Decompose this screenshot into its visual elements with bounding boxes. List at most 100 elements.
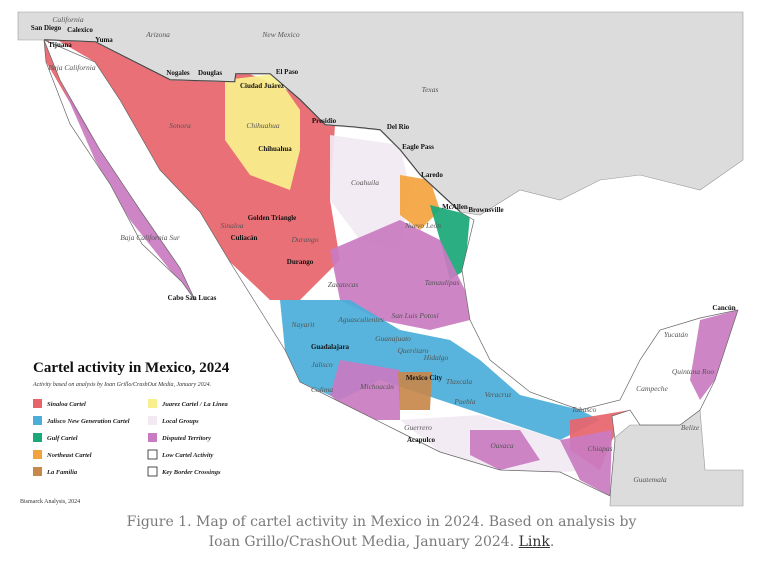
place-label: Aguascalientes — [337, 315, 383, 324]
place-label: Douglas — [198, 69, 222, 77]
place-label: Acapulco — [407, 436, 436, 444]
place-label: Baja California — [48, 63, 96, 72]
legend-label: Jalisco New Generation Cartel — [46, 418, 130, 425]
place-label: Chihuahua — [246, 121, 280, 130]
place-labels: California Arizona New Mexico Texas San Dieg… — [31, 15, 736, 484]
place-label: Culiacán — [231, 234, 258, 242]
place-label: Hidalgo — [423, 353, 449, 362]
place-label: Chihuahua — [258, 145, 292, 153]
place-label: Veracruz — [485, 390, 512, 399]
place-label: Guatemala — [633, 475, 667, 484]
place-label: Durango — [287, 258, 314, 266]
place-label: California — [52, 15, 84, 24]
place-label: Yuma — [95, 36, 113, 44]
region — [560, 430, 612, 496]
place-label: New Mexico — [261, 30, 300, 39]
legend-swatch — [148, 433, 157, 442]
place-label: McAllen — [442, 203, 468, 211]
place-label: Tlaxcala — [446, 377, 472, 386]
place-label: Ciudad Juárez — [240, 82, 284, 90]
place-label: Arizona — [145, 30, 170, 39]
place-label: Belize — [681, 423, 700, 432]
legend-label: Local Groups — [161, 418, 199, 425]
place-label: Calexico — [67, 26, 93, 34]
legend-label: Gulf Cartel — [47, 435, 78, 442]
place-label: Del Rio — [387, 123, 410, 131]
region — [330, 360, 400, 420]
map-subtitle: Activity based on analysis by Ioan Grill… — [32, 381, 211, 388]
legend: Sinaloa Cartel Jalisco New Generation Car… — [33, 399, 228, 477]
place-label: Nuevo León — [404, 221, 441, 230]
place-label: Guanajuato — [375, 334, 411, 343]
legend-swatch — [33, 433, 42, 442]
coastline — [43, 39, 739, 497]
place-label: San Diego — [31, 24, 62, 32]
region — [280, 300, 600, 440]
place-label: Eagle Pass — [402, 143, 434, 151]
legend-swatch — [33, 416, 42, 425]
region — [400, 175, 440, 230]
place-label: Laredo — [421, 171, 443, 179]
legend-label: Juarez Cartel / La Linea — [161, 401, 228, 408]
place-label: Presidio — [312, 117, 337, 125]
place-label: Sinaloa — [221, 221, 244, 230]
place-label: Campeche — [636, 384, 668, 393]
legend-swatch — [148, 416, 157, 425]
place-label: Texas — [422, 85, 439, 94]
place-label: El Paso — [276, 68, 299, 76]
place-label: Guadalajara — [311, 343, 350, 351]
legend-swatch — [33, 467, 42, 476]
place-label: Sonora — [169, 121, 191, 130]
map: California Arizona New Mexico Texas San Dieg… — [17, 11, 744, 507]
legend-label: Key Border Crossings — [161, 469, 221, 476]
region — [330, 135, 410, 250]
legend-label: Disputed Territory — [161, 435, 211, 442]
legend-label: Sinaloa Cartel — [47, 401, 86, 408]
region — [398, 372, 432, 410]
credit: Bismarck Analysis, 2024 — [20, 499, 80, 505]
place-label: Jalisco — [311, 360, 332, 369]
place-label: San Luis Potosí — [391, 311, 439, 320]
place-label: Tabasco — [572, 405, 597, 414]
legend-label: La Familia — [46, 469, 78, 476]
place-label: Michoacán — [359, 382, 394, 391]
caption-text: Figure 1. Map of cartel activity in Mexi… — [126, 514, 637, 550]
place-label: Nogales — [166, 69, 190, 77]
caption: Figure 1. Map of cartel activity in Mexi… — [120, 512, 643, 552]
legend-label: Northeast Cartel — [46, 452, 92, 459]
region — [225, 74, 300, 190]
legend-swatch — [147, 466, 158, 477]
place-label: Yucatán — [664, 330, 688, 339]
place-label: Puebla — [453, 397, 475, 406]
place-label: Chiapas — [587, 444, 612, 453]
place-label: Baja California Sur — [120, 233, 180, 242]
legend-swatch — [148, 399, 157, 408]
place-label: Durango — [290, 235, 318, 244]
region — [470, 430, 540, 470]
place-label: Golden Triangle — [248, 214, 297, 222]
place-label: Querétaro — [398, 346, 429, 355]
legend-swatch — [147, 449, 158, 460]
place-label: Cabo San Lucas — [168, 294, 217, 302]
place-label: Nayarit — [291, 320, 316, 329]
place-label: Oaxaca — [490, 441, 514, 450]
caption-link[interactable]: Link — [518, 534, 550, 550]
legend-label: Low Cartel Activity — [161, 452, 214, 459]
place-label: Zacatecas — [328, 280, 358, 289]
place-label: Brownsville — [468, 206, 503, 214]
map-title: Cartel activity in Mexico, 2024 — [33, 360, 230, 376]
place-label: Guerrero — [404, 423, 432, 432]
place-label: Coahuila — [351, 178, 379, 187]
place-label: Tamaulipas — [425, 278, 460, 287]
place-label: Quintana Roo — [672, 367, 715, 376]
place-label: Colima — [311, 385, 333, 394]
caption-end: . — [549, 534, 555, 550]
region — [330, 220, 470, 330]
region — [430, 205, 470, 280]
region — [60, 80, 195, 300]
place-label: Tijuana — [48, 41, 72, 49]
legend-swatch — [33, 399, 42, 408]
legend-swatch — [33, 450, 42, 459]
place-label: Cancún — [712, 304, 735, 312]
